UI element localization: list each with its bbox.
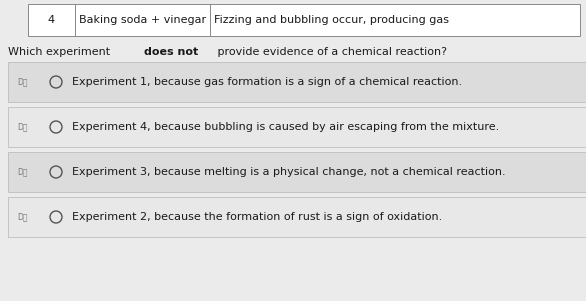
Bar — [8, 152, 586, 192]
Text: Which experiment: Which experiment — [8, 47, 114, 57]
Text: Fizzing and bubbling occur, producing gas: Fizzing and bubbling occur, producing ga… — [214, 15, 449, 25]
Text: Experiment 1, because gas formation is a sign of a chemical reaction.: Experiment 1, because gas formation is a… — [72, 77, 462, 87]
Bar — [8, 62, 586, 102]
Bar — [28, 4, 580, 36]
Text: provide evidence of a chemical reaction?: provide evidence of a chemical reaction? — [214, 47, 447, 57]
Text: D⧯: D⧯ — [17, 77, 28, 86]
Text: D⧯: D⧯ — [17, 167, 28, 176]
Text: Baking soda + vinegar: Baking soda + vinegar — [79, 15, 206, 25]
Text: Experiment 3, because melting is a physical change, not a chemical reaction.: Experiment 3, because melting is a physi… — [72, 167, 506, 177]
Text: Experiment 4, because bubbling is caused by air escaping from the mixture.: Experiment 4, because bubbling is caused… — [72, 122, 499, 132]
Text: 4: 4 — [48, 15, 55, 25]
Text: D⧯: D⧯ — [17, 123, 28, 132]
Text: Experiment 2, because the formation of rust is a sign of oxidation.: Experiment 2, because the formation of r… — [72, 212, 442, 222]
Text: D⧯: D⧯ — [17, 213, 28, 222]
Text: does not: does not — [144, 47, 199, 57]
Bar — [8, 107, 586, 147]
Bar — [8, 197, 586, 237]
